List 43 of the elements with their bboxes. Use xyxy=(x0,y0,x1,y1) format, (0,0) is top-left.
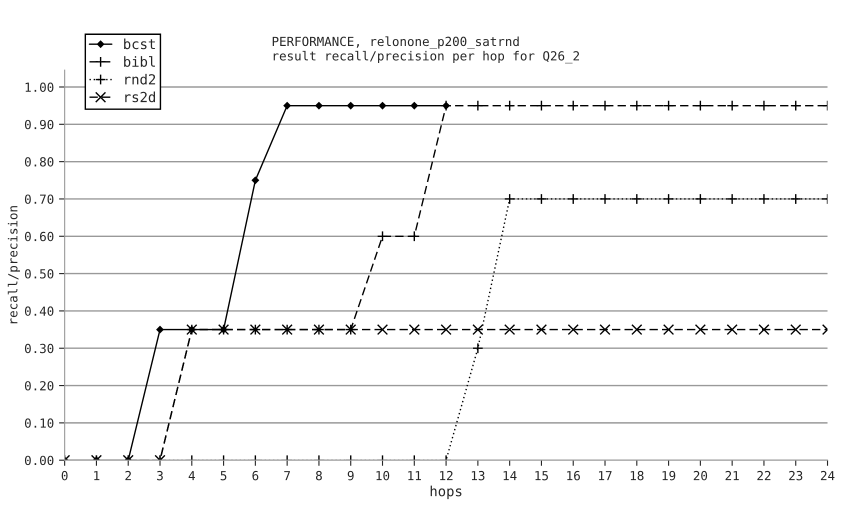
x-tick-label: 15 xyxy=(535,471,548,480)
y-tick-label: 0.70 xyxy=(24,194,54,204)
x-tick-label: 8 xyxy=(316,470,322,480)
x-tick-label: 23 xyxy=(789,470,802,480)
y-tick-label: 0.80 xyxy=(24,157,54,167)
x-tick-label: 20 xyxy=(694,470,708,480)
y-tick-label: 0.40 xyxy=(24,306,54,316)
x-axis-title: hops xyxy=(430,486,462,500)
x-tick-label: 22 xyxy=(757,470,770,480)
legend-label: bibl xyxy=(124,56,155,67)
y-axis-title: recall/precision xyxy=(8,206,20,324)
y-tick-label: 0.50 xyxy=(24,269,54,279)
x-tick-label: 10 xyxy=(376,470,390,480)
x-tick-label: 0 xyxy=(62,470,68,480)
x-tick-label: 17 xyxy=(598,471,612,480)
x-tick-label: 5 xyxy=(220,471,226,480)
legend-label: bcst xyxy=(124,38,155,50)
y-tick-label: 0.20 xyxy=(24,381,54,391)
x-tick-label: 4 xyxy=(188,471,195,480)
y-tick-label: 0.90 xyxy=(24,120,54,130)
x-tick-label: 21 xyxy=(726,470,739,480)
y-tick-label: 0.30 xyxy=(24,344,54,354)
y-tick-label: 0.00 xyxy=(24,456,54,466)
y-tick-label: 0.60 xyxy=(24,232,54,242)
legend-label: rs2d xyxy=(125,92,155,102)
x-tick-label: 24 xyxy=(820,470,834,480)
x-tick-label: 3 xyxy=(157,470,163,480)
x-tick-label: 13 xyxy=(472,470,484,480)
x-tick-label: 6 xyxy=(252,470,258,480)
x-tick-label: 12 xyxy=(440,470,453,480)
x-tick-label: 11 xyxy=(408,471,421,480)
x-tick-label: 7 xyxy=(284,471,290,480)
legend-label: rnd2 xyxy=(125,74,156,85)
x-tick-label: 2 xyxy=(125,470,131,480)
y-tick-label: 0.10 xyxy=(24,418,54,428)
y-tick-label: 1.00 xyxy=(26,82,54,92)
x-tick-label: 18 xyxy=(630,470,644,480)
x-tick-label: 19 xyxy=(662,470,676,480)
x-tick-label: 16 xyxy=(567,470,580,480)
x-tick-label: 1 xyxy=(94,471,100,480)
x-tick-label: 9 xyxy=(348,470,354,480)
x-tick-label: 14 xyxy=(504,471,517,480)
chart-title: PERFORMANCE, relonone_p200_satrnd result recall/precision per hop for Q26_2 xyxy=(272,36,580,64)
